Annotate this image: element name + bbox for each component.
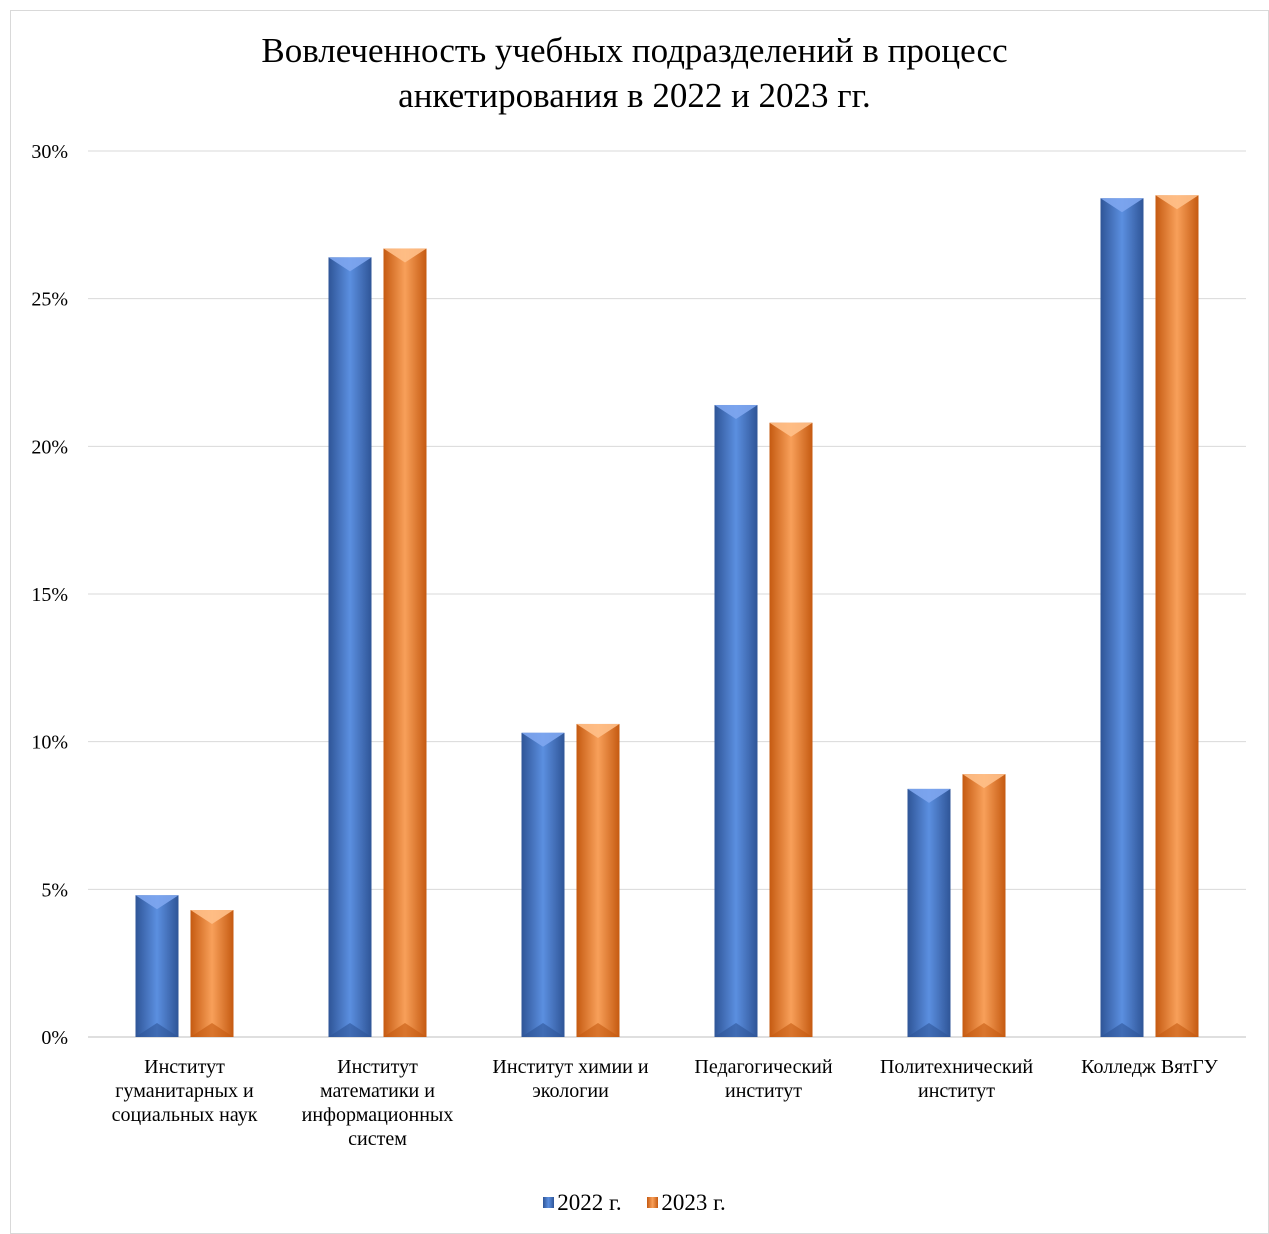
x-tick-label: Политехнический институт: [862, 1055, 1052, 1103]
bars: [135, 195, 1199, 1038]
chart-title: Вовлеченность учебных подразделений в пр…: [0, 28, 1269, 118]
bar-2022: [714, 404, 758, 1037]
chart-title-line-2: анкетирования в 2022 и 2023 гг.: [398, 76, 871, 115]
x-tick-label-line: Институт химии и: [492, 1056, 649, 1078]
bar-2022: [907, 788, 951, 1037]
x-tick-label-line: Институт: [144, 1056, 225, 1078]
x-tick-label-line: Педагогический: [694, 1056, 833, 1078]
legend-swatch-2022: [543, 1197, 555, 1208]
x-tick-label: Колледж ВятГУ: [1055, 1055, 1245, 1079]
y-axis-ticks: 0% 5% 10% 15% 20% 25% 30%: [31, 141, 68, 1049]
bar-2022: [521, 732, 565, 1037]
x-tick-label-line: Политехнический: [879, 1056, 1034, 1078]
x-tick-label: Институт химии и экологии: [476, 1055, 666, 1103]
legend-item-2022: 2022 г.: [543, 1189, 622, 1216]
y-tick-label: 5%: [41, 879, 68, 901]
x-tick-label-line: гуманитарных и: [115, 1080, 254, 1102]
gridlines: [88, 150, 1246, 1038]
x-tick-label-line: институт: [918, 1080, 995, 1102]
x-tick-label-line: систем: [348, 1128, 407, 1150]
y-tick-label: 10%: [31, 732, 68, 754]
x-tick-label-line: математики и: [320, 1080, 435, 1102]
bar-2023: [190, 910, 234, 1037]
y-tick-label: 20%: [31, 436, 68, 458]
legend-item-2023: 2023 г.: [647, 1189, 726, 1216]
legend-swatch-2023: [647, 1197, 659, 1208]
bar-2022: [1100, 198, 1144, 1038]
bar-2022: [135, 895, 179, 1037]
x-tick-label: Институт гуманитарных и социальных наук: [90, 1055, 280, 1127]
x-tick-label-line: экологии: [532, 1080, 609, 1102]
legend-label-2023: 2023 г.: [661, 1189, 726, 1215]
bar-2023: [576, 723, 620, 1037]
y-tick-label: 30%: [31, 141, 68, 163]
legend: 2022 г. 2023 г.: [0, 1188, 1269, 1216]
chart-title-line-1: Вовлеченность учебных подразделений в пр…: [261, 31, 1008, 70]
x-tick-label: Педагогический институт: [669, 1055, 859, 1103]
bar-2023: [383, 248, 427, 1037]
x-tick-label-line: социальных наук: [111, 1104, 258, 1126]
bar-2023: [962, 774, 1006, 1037]
x-tick-label: Институт математики и информационных систем: [283, 1055, 473, 1151]
x-tick-label-line: информационных: [301, 1104, 454, 1126]
bar-2022: [328, 257, 372, 1037]
y-tick-label: 25%: [31, 289, 68, 311]
y-tick-label: 0%: [41, 1027, 68, 1049]
x-tick-label-line: институт: [725, 1080, 802, 1102]
bar-2023: [769, 422, 813, 1037]
x-tick-label-line: Колледж ВятГУ: [1081, 1056, 1218, 1078]
y-tick-label: 15%: [31, 584, 68, 606]
bar-2023: [1155, 195, 1199, 1038]
x-tick-label-line: Институт: [337, 1056, 418, 1078]
legend-label-2022: 2022 г.: [557, 1189, 622, 1215]
